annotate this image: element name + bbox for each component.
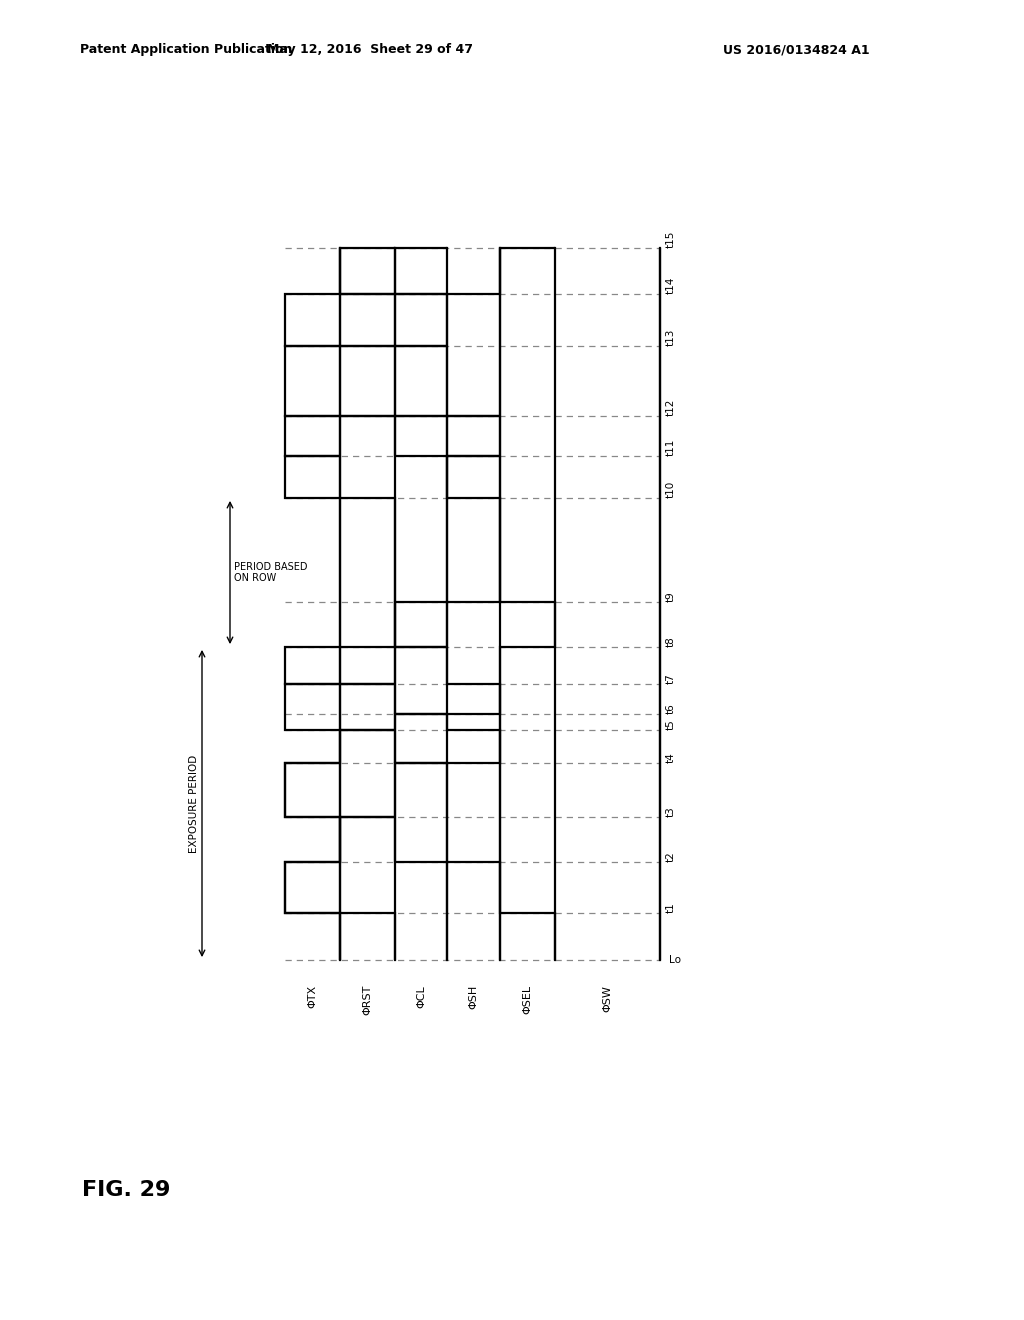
- Text: t14: t14: [666, 277, 676, 294]
- Text: PERIOD BASED
ON ROW: PERIOD BASED ON ROW: [234, 562, 307, 583]
- Text: ΦRST: ΦRST: [362, 985, 373, 1015]
- Text: ΦSW: ΦSW: [602, 985, 612, 1012]
- Text: May 12, 2016  Sheet 29 of 47: May 12, 2016 Sheet 29 of 47: [267, 44, 473, 57]
- Text: FIG. 29: FIG. 29: [82, 1180, 170, 1200]
- Text: t4: t4: [666, 752, 676, 763]
- Text: ΦTX: ΦTX: [307, 985, 317, 1008]
- Text: t1: t1: [666, 903, 676, 913]
- Text: EXPOSURE PERIOD: EXPOSURE PERIOD: [189, 754, 199, 853]
- Text: t7: t7: [666, 673, 676, 684]
- Text: t5: t5: [666, 719, 676, 730]
- Text: t12: t12: [666, 399, 676, 416]
- Text: t6: t6: [666, 704, 676, 714]
- Text: t9: t9: [666, 591, 676, 602]
- Text: t3: t3: [666, 807, 676, 817]
- Text: t11: t11: [666, 438, 676, 455]
- Text: ΦSEL: ΦSEL: [522, 985, 532, 1014]
- Text: ΦSH: ΦSH: [469, 985, 478, 1010]
- Text: Lo: Lo: [669, 954, 681, 965]
- Text: t2: t2: [666, 851, 676, 862]
- Text: t10: t10: [666, 480, 676, 498]
- Text: t15: t15: [666, 231, 676, 248]
- Text: Patent Application Publication: Patent Application Publication: [80, 44, 293, 57]
- Text: ΦCL: ΦCL: [416, 985, 426, 1007]
- Text: t8: t8: [666, 636, 676, 647]
- Text: US 2016/0134824 A1: US 2016/0134824 A1: [723, 44, 870, 57]
- Text: t13: t13: [666, 329, 676, 346]
